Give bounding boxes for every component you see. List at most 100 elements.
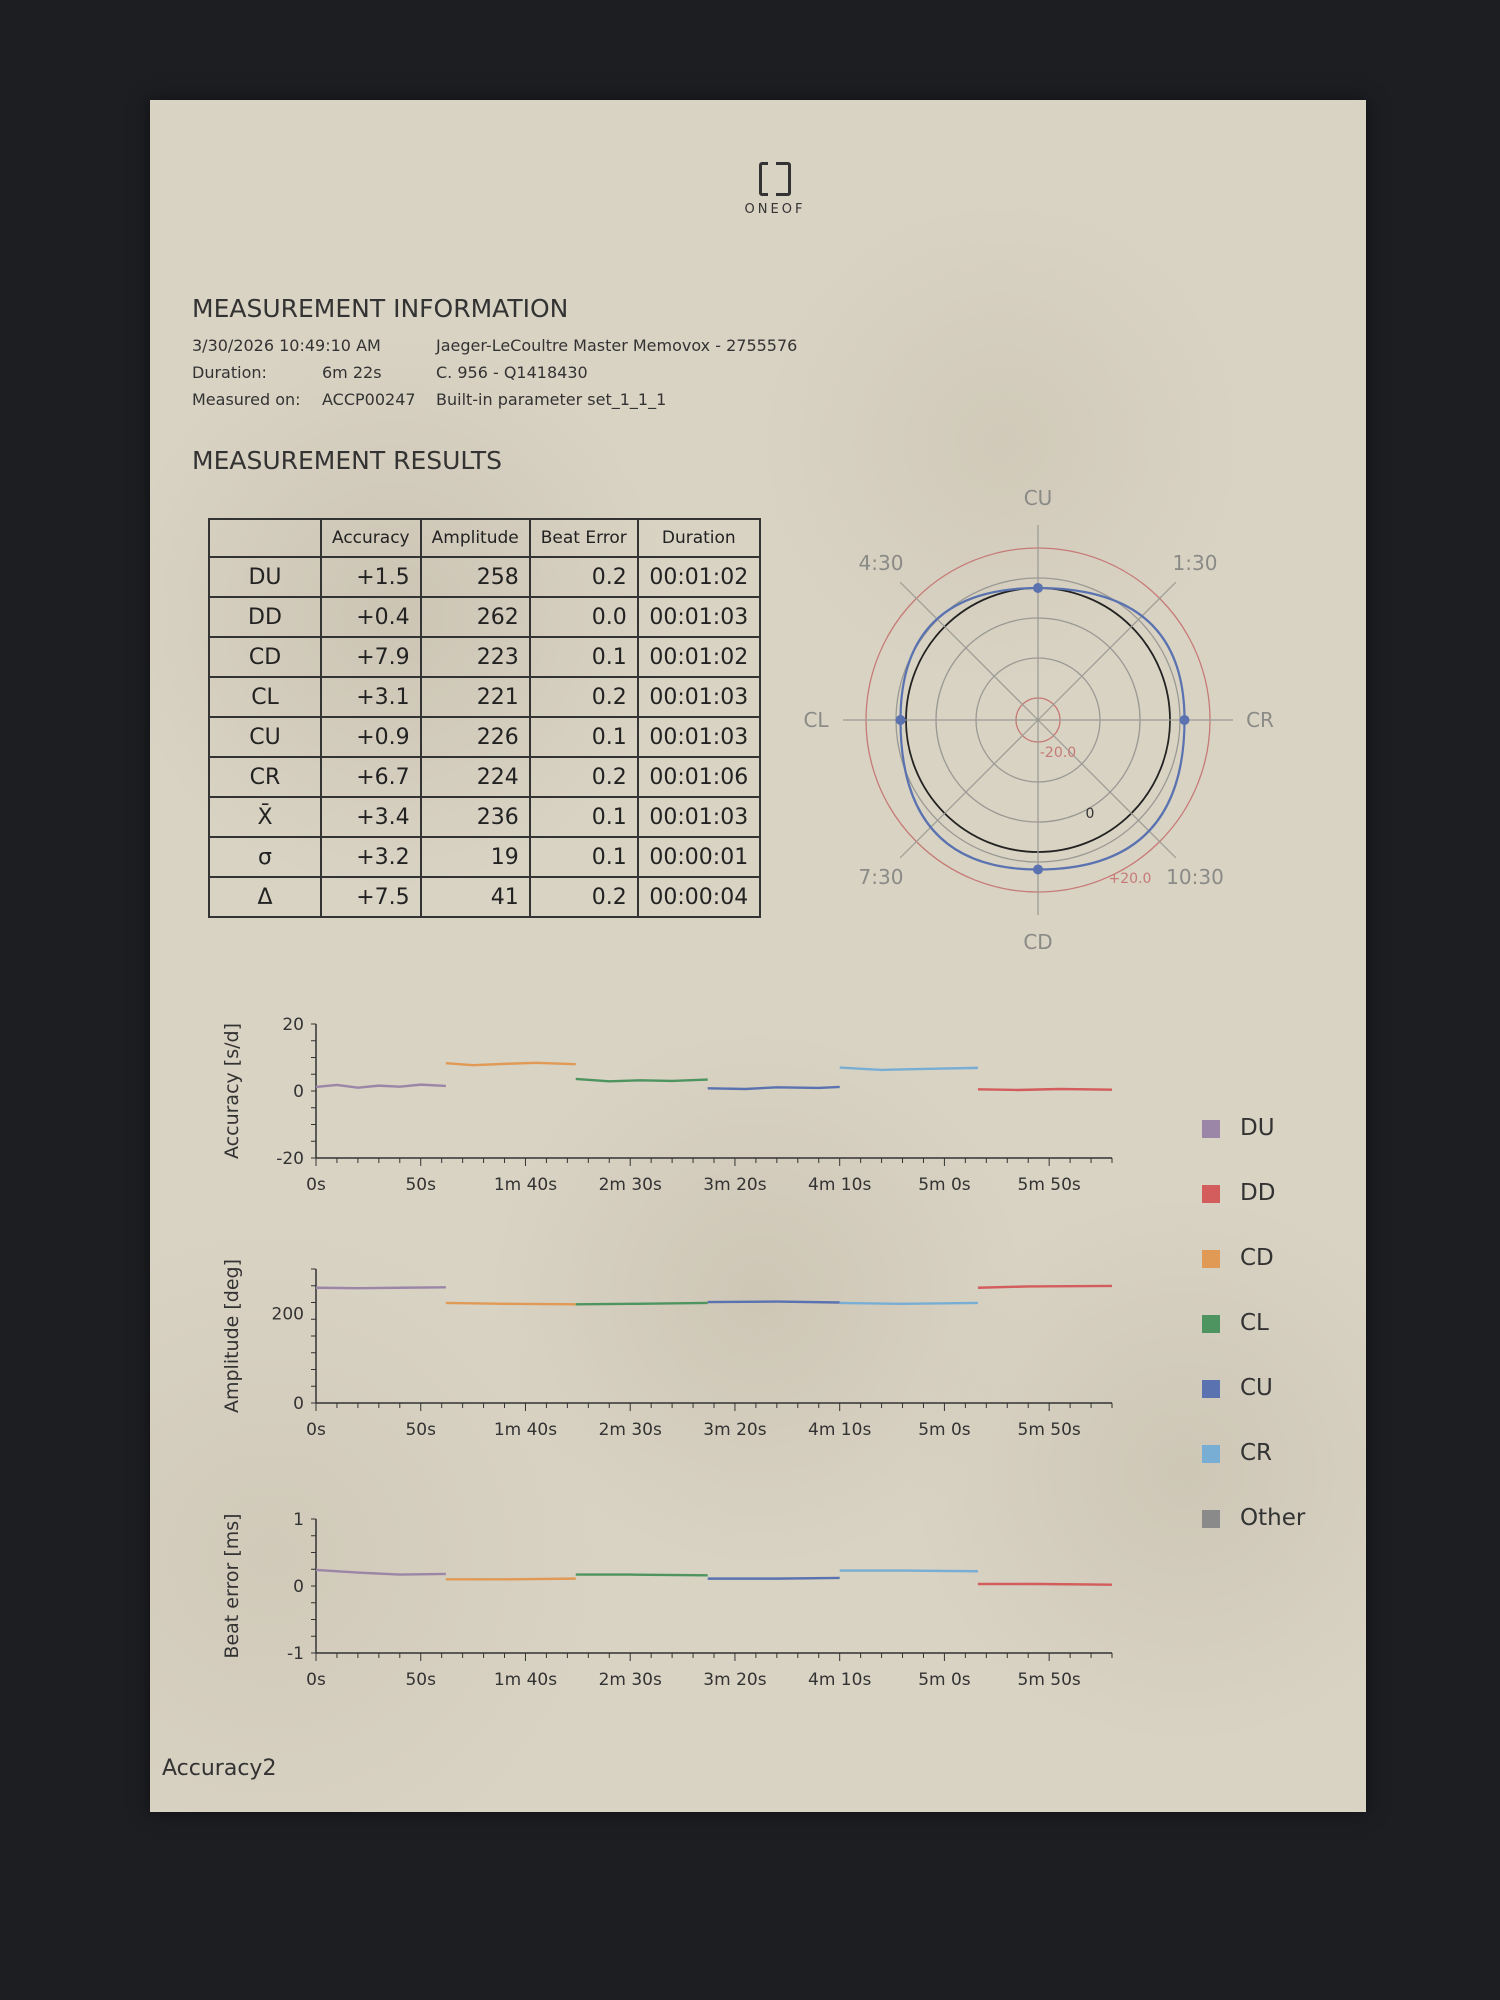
- table-cell: 258: [419, 556, 531, 598]
- row-label: CD: [208, 636, 322, 678]
- series-line-cr: [839, 1301, 978, 1306]
- polar-point: [1033, 864, 1043, 875]
- polar-axis-line: [899, 719, 1039, 859]
- y-tick-label: 1: [293, 1510, 304, 1530]
- table-row: DU +1.5 258 0.2 00:01:02: [208, 556, 761, 598]
- measurement-info: 3/30/2026 10:49:10 AM Jaeger-LeCoultre M…: [192, 332, 892, 413]
- x-tick-label: 4m 10s: [808, 1175, 871, 1195]
- series-line-du: [315, 1083, 446, 1089]
- x-tick-label: 0s: [306, 1670, 326, 1690]
- series-line-du: [315, 1286, 446, 1290]
- row-label: CR: [208, 756, 322, 798]
- legend-swatch: [1202, 1250, 1220, 1268]
- x-tick-label: 0s: [306, 1420, 326, 1440]
- table-cell: +3.4: [320, 796, 422, 838]
- duration-label: Duration:: [192, 363, 267, 382]
- measured-on-label: Measured on:: [192, 390, 301, 409]
- table-cell: 0.2: [528, 556, 639, 598]
- legend-label: CL: [1240, 1310, 1269, 1336]
- series-line-cl: [575, 1301, 708, 1306]
- series-line-du: [315, 1568, 446, 1576]
- duration-value: 6m 22s: [322, 363, 382, 382]
- table-cell: 00:01:03: [636, 676, 761, 718]
- table-cell: 0.1: [528, 796, 639, 838]
- x-tick-label: 50s: [405, 1175, 436, 1195]
- table-row: DD +0.4 262 0.0 00:01:03: [208, 596, 761, 638]
- polar-ring: [935, 617, 1141, 823]
- x-tick-label: 50s: [405, 1420, 436, 1440]
- polar-ring-label: +20.0: [1109, 871, 1152, 887]
- table-cell: +0.9: [320, 716, 422, 758]
- series-line-dd: [977, 1582, 1113, 1586]
- datetime: 3/30/2026 10:49:10 AM: [192, 336, 381, 355]
- legend-swatch: [1202, 1445, 1220, 1463]
- series-line-cu: [707, 1300, 840, 1304]
- table-cell: +1.5: [320, 556, 422, 598]
- table-row: X̄ +3.4 236 0.1 00:01:03: [208, 796, 761, 838]
- table-cell: +6.7: [320, 756, 422, 798]
- table-cell: 00:01:03: [636, 796, 761, 838]
- accuracy-chart: 0s 50s 1m 40s 2m 30s 3m 20s 4m 10s 5m 0s 5m 50s…: [221, 1015, 1113, 1195]
- table-cell: 262: [419, 596, 531, 638]
- table-cell: 0.1: [528, 636, 639, 678]
- table-cell: +3.2: [320, 836, 422, 878]
- y-tick-label: -20: [276, 1149, 304, 1169]
- x-tick-label: 4m 10s: [808, 1420, 871, 1440]
- series-line-cd: [445, 1577, 576, 1581]
- table-cell: 00:01:06: [636, 756, 761, 798]
- y-tick-label: 200: [272, 1305, 304, 1325]
- x-tick-label: 2m 30s: [599, 1175, 662, 1195]
- series-line-cl: [575, 1573, 708, 1577]
- legend-label: CR: [1240, 1440, 1273, 1466]
- polar-ring: [895, 577, 1181, 863]
- row-label: σ: [208, 836, 322, 878]
- series-line-cd: [445, 1301, 576, 1306]
- table-row: Δ +7.5 41 0.2 00:00:04: [208, 876, 761, 918]
- column-header: Beat Error: [528, 518, 639, 558]
- amplitude-chart: 0s 50s 1m 40s 2m 30s 3m 20s 4m 10s 5m 0s 5m 50s…: [221, 1259, 1113, 1440]
- table-cell: 0.1: [528, 836, 639, 878]
- table-cell: 0.0: [528, 596, 639, 638]
- x-tick-label: 5m 50s: [1018, 1420, 1081, 1440]
- row-label: Δ: [208, 876, 322, 918]
- y-tick-label: 0: [293, 1577, 304, 1597]
- series-line-cd: [445, 1061, 576, 1067]
- legend-swatch: [1202, 1315, 1220, 1333]
- table-cell: 0.2: [528, 676, 639, 718]
- row-label: DD: [208, 596, 322, 638]
- table-cell: 236: [419, 796, 531, 838]
- x-tick-label: 3m 20s: [703, 1420, 766, 1440]
- x-tick-label: 3m 20s: [703, 1670, 766, 1690]
- polar-series-curve: [899, 586, 1186, 871]
- y-tick-label: 0: [293, 1394, 304, 1414]
- series-line-cu: [707, 1576, 840, 1580]
- x-tick-label: 50s: [405, 1670, 436, 1690]
- polar-axis-label: 1:30: [1173, 551, 1218, 575]
- legend-swatch: [1202, 1380, 1220, 1398]
- row-label: X̄: [208, 796, 322, 838]
- series-line-cr: [839, 1066, 978, 1072]
- logo-icon: [759, 161, 791, 197]
- polar-ring: [975, 657, 1101, 783]
- table-cell: 0.2: [528, 876, 639, 918]
- table-cell: 00:01:03: [636, 596, 761, 638]
- legend-label: CU: [1240, 1375, 1273, 1401]
- table-row: CR +6.7 224 0.2 00:01:06: [208, 756, 761, 798]
- info-title: MEASUREMENT INFORMATION: [192, 294, 569, 323]
- column-header: Duration: [636, 518, 761, 558]
- info-row-datetime: 3/30/2026 10:49:10 AM Jaeger-LeCoultre M…: [192, 332, 892, 359]
- polar-point: [1033, 583, 1043, 593]
- row-label: CL: [208, 676, 322, 718]
- series-line-dd: [977, 1087, 1113, 1092]
- table-cell: +3.1: [320, 676, 422, 718]
- series-line-cl: [575, 1077, 708, 1083]
- x-tick-label: 2m 30s: [599, 1670, 662, 1690]
- x-tick-label: 0s: [306, 1175, 326, 1195]
- y-tick-label: 20: [282, 1015, 304, 1035]
- x-tick-label: 5m 50s: [1018, 1175, 1081, 1195]
- y-tick-label: -1: [287, 1644, 304, 1664]
- series-line-cr: [839, 1569, 978, 1573]
- series-line-dd: [977, 1284, 1113, 1289]
- info-row-device: Measured on: ACCP00247 Built-in paramete…: [192, 386, 892, 413]
- beat-error-chart: 0s 50s 1m 40s 2m 30s 3m 20s 4m 10s 5m 0s 5m 50s…: [221, 1510, 1113, 1690]
